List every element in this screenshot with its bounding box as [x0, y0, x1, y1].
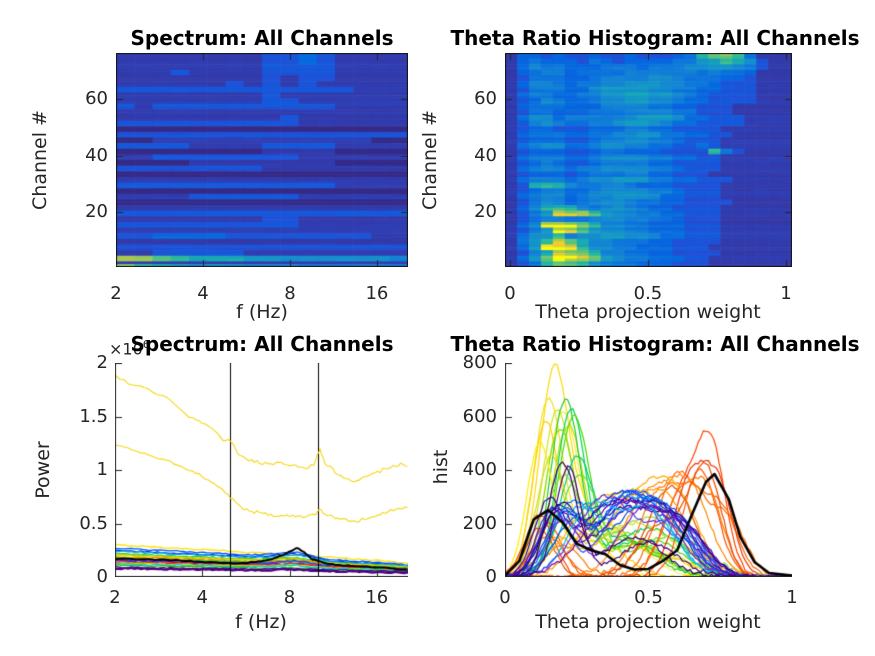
y-tick-label: 600 — [462, 405, 497, 427]
title-spectrum-lines: Spectrum: All Channels — [130, 332, 394, 356]
title-theta-heatmap: Theta Ratio Histogram: All Channels — [450, 26, 860, 50]
x-tick-label: 0.5 — [634, 587, 663, 608]
y-tick-label: 400 — [462, 459, 497, 480]
spectrum-heatmap-canvas — [116, 53, 408, 267]
xlabel-spectrum-heatmap: f (Hz) — [236, 301, 288, 323]
y-tick-label: 0 — [96, 566, 108, 587]
x-tick-label: 4 — [197, 283, 209, 304]
y-tick-label: 1.5 — [79, 405, 108, 427]
xlabel-spectrum-lines: f (Hz) — [235, 611, 287, 633]
xlabel-theta-lines: Theta projection weight — [535, 611, 761, 633]
ylabel-theta-heatmap: Channel # — [419, 110, 441, 210]
ylabel-spectrum-heatmap: Channel # — [29, 110, 51, 210]
y-tick-label: 2 — [96, 352, 108, 373]
x-tick-label: 1 — [786, 587, 798, 608]
x-tick-label: 8 — [284, 283, 296, 304]
y-tick-label: 200 — [462, 512, 497, 534]
x-tick-label: 8 — [283, 587, 296, 608]
x-tick-label: 4 — [196, 587, 208, 608]
y-tick-label: 0.5 — [79, 512, 108, 534]
y-tick-label: 0 — [485, 566, 497, 587]
y-tick-label: 800 — [462, 352, 497, 373]
spectrum-lines-canvas — [115, 363, 408, 577]
title-theta-lines: Theta Ratio Histogram: All Channels — [450, 332, 860, 356]
y-tick-label: 1 — [96, 459, 108, 480]
theta-ratio-heatmap-canvas — [505, 53, 792, 267]
y-tick-label: 60 — [85, 88, 108, 110]
theta-ratio-lines-canvas — [505, 363, 792, 577]
exponent-power: 6 — [142, 338, 150, 351]
title-spectrum-heatmap: Spectrum: All Channels — [130, 26, 394, 50]
x-tick-label: 16 — [365, 283, 389, 304]
x-tick-label: 0 — [499, 587, 511, 608]
x-tick-label: 2 — [110, 283, 122, 304]
exponent-base: ×10 — [109, 339, 143, 359]
y-tick-label: 40 — [85, 144, 108, 166]
y-tick-label: 40 — [474, 144, 497, 166]
x-tick-label: 2 — [109, 587, 121, 608]
y-tick-label: 60 — [474, 88, 497, 110]
x-tick-label: 16 — [365, 587, 389, 608]
ylabel-spectrum-lines: Power — [32, 441, 54, 499]
y-axis-exponent: ×106 — [109, 338, 150, 358]
y-tick-label: 20 — [474, 201, 497, 223]
x-tick-label: 0 — [504, 283, 516, 304]
x-tick-label: 1 — [780, 283, 792, 304]
y-tick-label: 20 — [85, 201, 108, 223]
x-tick-label: 0.5 — [633, 283, 663, 304]
xlabel-theta-heatmap: Theta projection weight — [535, 301, 761, 323]
